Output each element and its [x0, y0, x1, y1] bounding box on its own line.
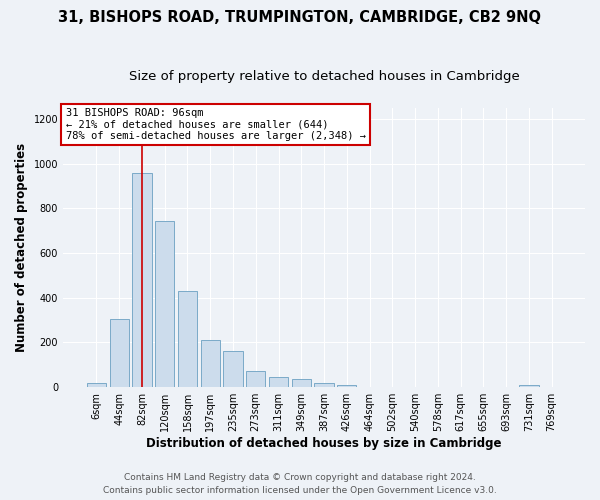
Y-axis label: Number of detached properties: Number of detached properties: [15, 143, 28, 352]
Bar: [292, 380, 311, 387]
Text: Contains HM Land Registry data © Crown copyright and database right 2024.
Contai: Contains HM Land Registry data © Crown c…: [103, 473, 497, 495]
Bar: [132, 172, 152, 387]
Text: 31 BISHOPS ROAD: 96sqm
← 21% of detached houses are smaller (644)
78% of semi-de: 31 BISHOPS ROAD: 96sqm ← 21% of detached…: [65, 108, 365, 141]
Title: Size of property relative to detached houses in Cambridge: Size of property relative to detached ho…: [128, 70, 520, 83]
Bar: [519, 385, 539, 387]
X-axis label: Distribution of detached houses by size in Cambridge: Distribution of detached houses by size …: [146, 437, 502, 450]
Bar: [269, 376, 288, 387]
Bar: [155, 220, 175, 387]
Bar: [337, 386, 356, 387]
Bar: [314, 383, 334, 387]
Bar: [110, 319, 129, 387]
Bar: [223, 351, 242, 387]
Text: 31, BISHOPS ROAD, TRUMPINGTON, CAMBRIDGE, CB2 9NQ: 31, BISHOPS ROAD, TRUMPINGTON, CAMBRIDGE…: [59, 10, 542, 25]
Bar: [178, 291, 197, 387]
Bar: [200, 340, 220, 387]
Bar: [87, 382, 106, 387]
Bar: [246, 371, 265, 387]
